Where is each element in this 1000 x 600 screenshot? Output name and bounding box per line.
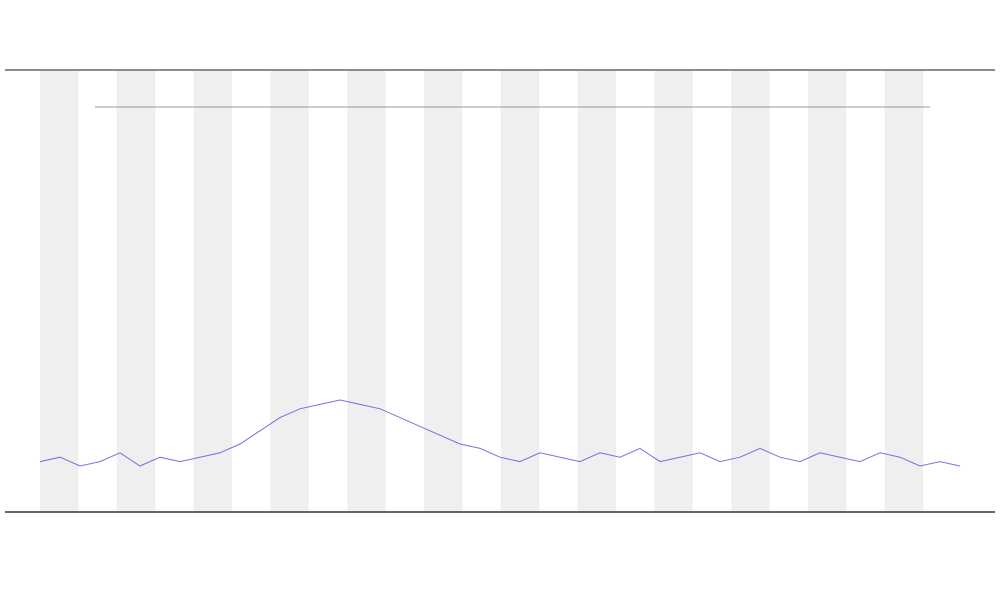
band	[654, 71, 693, 511]
band	[884, 71, 924, 511]
band	[193, 71, 232, 511]
band	[808, 71, 847, 511]
band	[500, 71, 540, 511]
band	[270, 71, 309, 511]
band	[577, 71, 616, 511]
plot-area	[39, 399, 961, 467]
band	[731, 71, 770, 511]
background-bands	[40, 71, 924, 511]
band	[347, 71, 386, 511]
band	[40, 71, 79, 511]
series-line	[39, 399, 961, 467]
band	[424, 71, 463, 511]
band	[116, 71, 156, 511]
